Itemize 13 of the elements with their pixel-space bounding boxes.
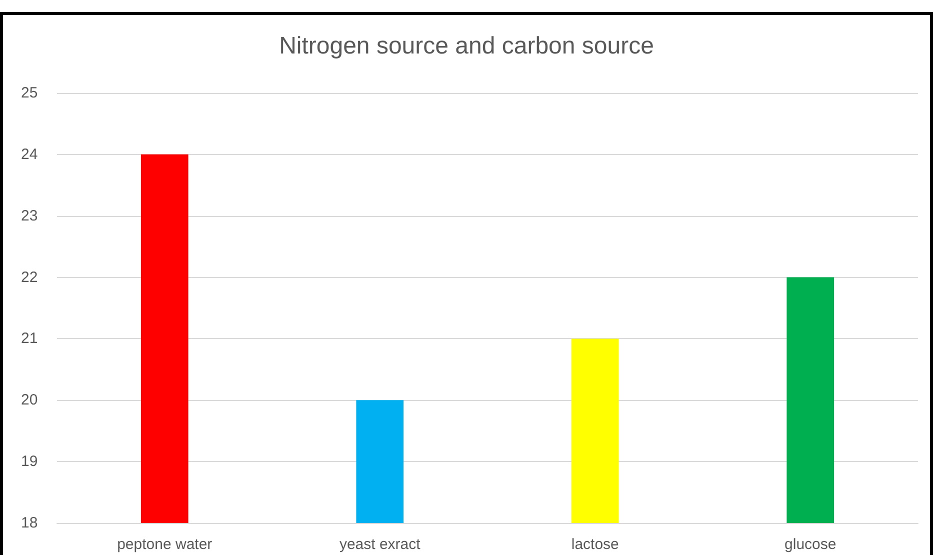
y-tick-label: 24 bbox=[21, 146, 38, 163]
x-tick-label: glucose bbox=[784, 536, 836, 553]
y-tick-label: 19 bbox=[21, 453, 38, 470]
x-tick-label: lactose bbox=[571, 536, 619, 553]
x-tick-label: peptone water bbox=[117, 536, 212, 553]
x-tick-label: yeast exract bbox=[339, 536, 422, 553]
y-tick-label: 20 bbox=[21, 392, 38, 409]
y-tick-label: 18 bbox=[21, 514, 38, 532]
y-tick-label: 25 bbox=[21, 84, 38, 102]
y-tick-label: 23 bbox=[21, 207, 38, 224]
y-tick-label: 21 bbox=[21, 330, 38, 348]
y-tick-label: 22 bbox=[21, 268, 38, 286]
chart-title: Nitrogen source and carbon source bbox=[279, 32, 654, 60]
